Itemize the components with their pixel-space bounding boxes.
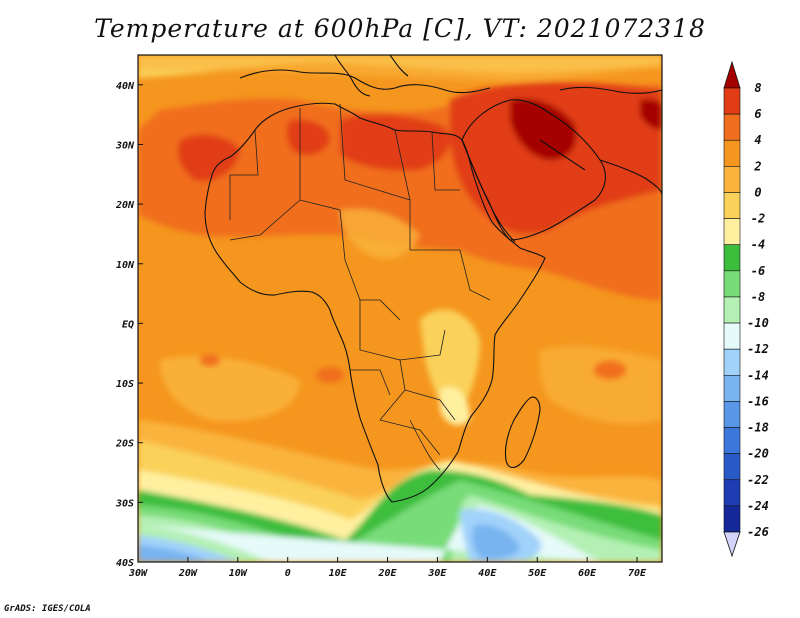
lon-tick-label: 30W: [128, 568, 148, 579]
grads-credit: GrADS: IGES/COLA: [4, 604, 91, 614]
lon-tick-label: 20E: [377, 568, 397, 579]
colorbar-swatch: [723, 374, 741, 402]
colorbar-label: -20: [747, 447, 769, 461]
lat-tick-label: 20S: [115, 439, 134, 450]
coastlines: [204, 55, 662, 503]
colorbar-swatch: [723, 218, 741, 246]
lat-tick-label: 30N: [115, 140, 135, 151]
lat-tick-label: 40S: [116, 558, 134, 569]
colorbar-label: 2: [753, 159, 761, 173]
lat-tick-label: 10S: [116, 379, 134, 390]
lon-tick-label: 20W: [178, 568, 198, 579]
lon-tick-label: 0: [285, 568, 291, 579]
lon-tick-label: 30E: [427, 568, 447, 579]
colorbar-label: 6: [754, 107, 761, 121]
colorbar-swatch: [723, 505, 741, 533]
colorbar-swatch: [723, 453, 741, 481]
lon-tick-label: 70E: [628, 568, 647, 579]
colorbar-top-arrow: [723, 60, 741, 89]
colorbar-swatch: [723, 192, 741, 219]
colorbar-swatch: [723, 479, 741, 507]
colorbar-swatch: [723, 244, 741, 272]
colorbar-label: -8: [751, 290, 765, 304]
colorbar-swatch: [723, 139, 741, 167]
colorbar-label: -18: [747, 421, 769, 435]
colorbar-label: -12: [747, 342, 769, 356]
lat-tick-label: 20N: [115, 200, 135, 211]
colorbar-bottom-arrow: [723, 531, 741, 558]
longitude-axis: 30W 20W 10W 0 10E 20E 30E 40E 50E 60E 70E: [128, 557, 647, 579]
colorbar-swatch: [723, 322, 741, 350]
lon-tick-label: 50E: [528, 568, 547, 579]
plot-frame: [137, 54, 663, 563]
lon-tick-label: 60E: [578, 568, 597, 579]
colorbar-label: -16: [747, 394, 769, 408]
colorbar-label: -2: [751, 212, 765, 226]
lon-tick-label: 10W: [229, 568, 248, 579]
lat-tick-label: EQ: [122, 319, 134, 330]
colorbar-label: -6: [751, 264, 765, 278]
colorbar-swatch: [723, 87, 741, 115]
lon-tick-label: 10E: [329, 568, 348, 579]
colorbar-swatch: [723, 166, 741, 193]
colorbar-label: -10: [747, 316, 769, 330]
colorbar-swatch: [723, 113, 741, 141]
colorbar-label: -14: [747, 368, 769, 382]
lat-tick-label: 30S: [115, 498, 134, 509]
country-borders: [229, 103, 491, 471]
colorbar-label: 8: [754, 81, 761, 95]
lon-tick-label: 40E: [478, 568, 497, 579]
colorbar-label: -26: [747, 525, 769, 539]
latitude-axis: 40N 30N 20N 10N EQ 10S 20S 30S 40S: [115, 81, 143, 569]
colorbar-label: -24: [747, 499, 769, 513]
lat-tick-label: 40N: [116, 81, 135, 92]
colorbar-label: 4: [754, 133, 761, 147]
colorbar-swatch: [723, 401, 741, 428]
colorbar-swatch: [723, 348, 741, 376]
colorbar-label: -4: [751, 238, 765, 252]
colorbar: 8 6 4 2 0 -2 -4 -6 -8 -10 -12 -14 -16 -18 -20 -22 -24 -26: [723, 60, 769, 558]
colorbar-label: 0: [754, 185, 761, 199]
colorbar-swatch: [723, 296, 741, 324]
colorbar-label: -22: [747, 473, 769, 487]
map-title: Temperature at 600hPa [C], VT: 202107231…: [94, 14, 706, 43]
lat-tick-label: 10N: [116, 260, 135, 271]
colorbar-swatch: [723, 427, 741, 454]
colorbar-swatch: [723, 270, 741, 298]
